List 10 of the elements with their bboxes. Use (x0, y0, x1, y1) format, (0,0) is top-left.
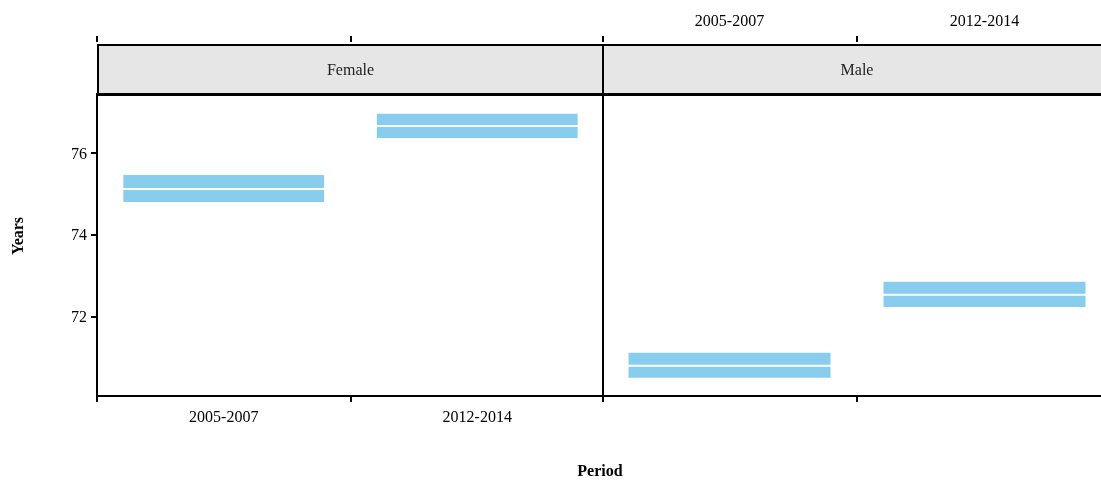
y-axis-title: Years (9, 216, 27, 256)
y-tick-label: 76 (71, 144, 87, 162)
x-tick-label: 2005-2007 (189, 407, 259, 425)
chart-title: Female (325, 60, 376, 80)
x-tick-label: 2012-2014 (442, 407, 512, 425)
y-tick-label: 74 (71, 226, 87, 244)
x-tick-label: 2005-2007 (694, 11, 765, 29)
x-tick-label: 2012-2014 (949, 11, 1020, 29)
x-axis-title: Period (576, 462, 624, 480)
y-tick-label: 72 (71, 308, 87, 326)
